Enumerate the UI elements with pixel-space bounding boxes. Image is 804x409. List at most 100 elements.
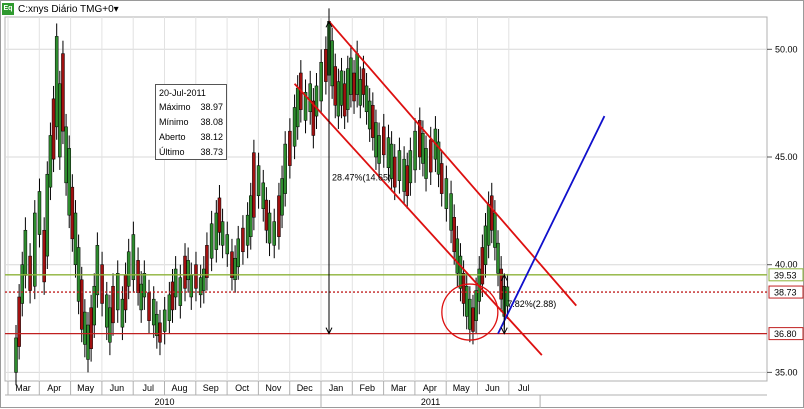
- candle-body: [54, 36, 59, 128]
- year-label: 2011: [421, 397, 440, 407]
- month-label: Jul: [518, 383, 530, 393]
- candle-body: [70, 186, 75, 240]
- candle-body: [194, 264, 198, 289]
- month-label: Apr: [47, 383, 61, 393]
- info-label: Aberto: [159, 132, 186, 142]
- candle-body: [225, 234, 230, 255]
- month-label: Jun: [485, 383, 500, 393]
- month-label: Jun: [110, 383, 125, 393]
- candle-body: [272, 221, 276, 246]
- plot-border: [4, 16, 768, 382]
- candle-body: [408, 150, 413, 184]
- month-label: Feb: [360, 383, 376, 393]
- candle-body: [205, 245, 209, 278]
- candle-body: [283, 143, 287, 194]
- chart-title-bar[interactable]: Eq C:xnys Diário TMG+0▾: [2, 2, 119, 16]
- candle-body: [139, 283, 143, 311]
- candle-body: [14, 337, 18, 373]
- month-label: Mar: [15, 383, 31, 393]
- candle-body: [162, 309, 167, 332]
- candle-body: [131, 234, 136, 281]
- candle-body: [292, 107, 297, 147]
- candle-body: [295, 87, 300, 128]
- y-tick-label: 40.00: [775, 260, 798, 270]
- candle-body: [126, 251, 131, 287]
- candle-body: [236, 238, 240, 268]
- candle-body: [480, 247, 485, 285]
- candle-body: [314, 85, 319, 117]
- candle-body: [449, 193, 453, 231]
- candle-body: [464, 285, 469, 317]
- candle-body: [374, 122, 378, 158]
- info-label: Último: [159, 147, 185, 157]
- candle-body: [100, 264, 104, 304]
- candle-body: [367, 100, 372, 130]
- candle-body: [186, 260, 190, 281]
- candle-body: [73, 212, 78, 265]
- arrow-head: [325, 327, 333, 335]
- candle-body: [67, 148, 71, 216]
- month-label: Aug: [171, 383, 187, 393]
- candle-body: [217, 197, 222, 233]
- candle-body: [474, 290, 478, 321]
- candle-body: [61, 53, 65, 132]
- candle-body: [397, 150, 402, 181]
- candle-body: [455, 238, 460, 274]
- candle-body: [490, 195, 494, 231]
- measure-label: 28.47%(14.65): [332, 172, 391, 182]
- candle-body: [288, 130, 292, 166]
- circle-marker: [441, 283, 499, 341]
- candle-body: [264, 199, 269, 231]
- candle-body: [452, 217, 456, 253]
- candle-body: [486, 204, 491, 246]
- month-label: May: [453, 383, 471, 393]
- candle-body: [386, 137, 391, 169]
- info-value: 38.08: [200, 117, 223, 127]
- month-label: Oct: [235, 383, 250, 393]
- candle-body: [48, 135, 53, 188]
- candle-body: [330, 40, 334, 87]
- candle-body: [136, 260, 140, 293]
- candle-body: [493, 212, 497, 248]
- candle-body: [241, 227, 245, 253]
- candle-body: [364, 85, 369, 113]
- info-row-low: Mínimo 38.08: [159, 115, 223, 130]
- candle-body: [95, 245, 100, 296]
- candle-body: [252, 152, 256, 218]
- candle-body: [428, 139, 433, 173]
- month-label: Nov: [265, 383, 282, 393]
- candle-body: [458, 255, 463, 289]
- candle-body: [89, 307, 93, 349]
- price-tag-box: [768, 285, 804, 299]
- candle-body: [170, 281, 175, 311]
- candle-body: [151, 298, 156, 326]
- candle-body: [358, 79, 363, 106]
- candle-body: [267, 212, 272, 244]
- candle-body: [339, 70, 344, 106]
- price-tag-box: [768, 268, 804, 282]
- candle-body: [28, 255, 32, 291]
- candle-body: [142, 273, 147, 298]
- candle-body: [83, 311, 87, 345]
- chart-title[interactable]: C:xnys Diário TMG+0▾: [18, 3, 119, 15]
- arrow-head: [500, 273, 508, 282]
- price-tag-box: [768, 327, 804, 341]
- month-label: Dec: [297, 383, 314, 393]
- equity-icon: Eq: [2, 3, 14, 15]
- candle-body: [444, 178, 449, 209]
- candle-body: [220, 221, 225, 246]
- horizontal-lines: [5, 274, 767, 335]
- candle-body: [280, 178, 284, 216]
- candle-body: [324, 49, 328, 82]
- candle-body: [371, 105, 375, 138]
- info-value: 38.12: [200, 132, 223, 142]
- candle-body: [499, 268, 503, 300]
- candle-body: [17, 296, 21, 347]
- candle-body: [336, 81, 341, 117]
- info-value: 38.73: [200, 147, 223, 157]
- candle-body: [471, 307, 475, 332]
- month-label: Jan: [329, 383, 344, 393]
- trendline: [293, 83, 543, 356]
